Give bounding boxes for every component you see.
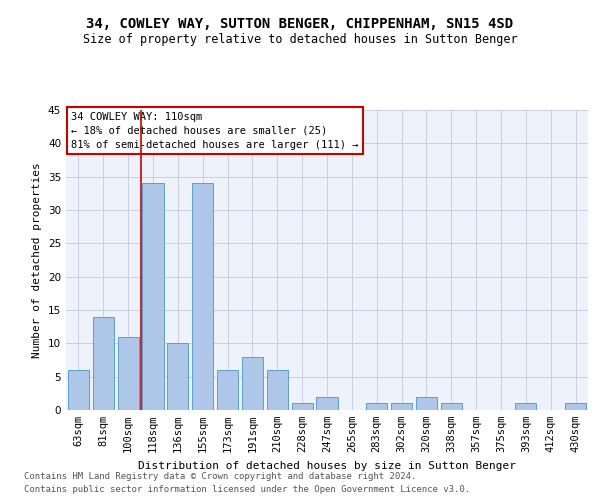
Bar — [366, 404, 387, 410]
Bar — [192, 184, 213, 410]
Bar — [118, 336, 139, 410]
Bar — [292, 404, 313, 410]
Text: 34 COWLEY WAY: 110sqm
← 18% of detached houses are smaller (25)
81% of semi-deta: 34 COWLEY WAY: 110sqm ← 18% of detached … — [71, 112, 359, 150]
X-axis label: Distribution of detached houses by size in Sutton Benger: Distribution of detached houses by size … — [138, 460, 516, 470]
Bar — [565, 404, 586, 410]
Text: 34, COWLEY WAY, SUTTON BENGER, CHIPPENHAM, SN15 4SD: 34, COWLEY WAY, SUTTON BENGER, CHIPPENHA… — [86, 18, 514, 32]
Bar — [217, 370, 238, 410]
Text: Size of property relative to detached houses in Sutton Benger: Size of property relative to detached ho… — [83, 32, 517, 46]
Text: Contains public sector information licensed under the Open Government Licence v3: Contains public sector information licen… — [24, 485, 470, 494]
Bar — [441, 404, 462, 410]
Bar — [142, 184, 164, 410]
Bar — [68, 370, 89, 410]
Bar — [515, 404, 536, 410]
Bar — [267, 370, 288, 410]
Bar — [316, 396, 338, 410]
Bar — [416, 396, 437, 410]
Text: Contains HM Land Registry data © Crown copyright and database right 2024.: Contains HM Land Registry data © Crown c… — [24, 472, 416, 481]
Bar — [391, 404, 412, 410]
Bar — [93, 316, 114, 410]
Y-axis label: Number of detached properties: Number of detached properties — [32, 162, 43, 358]
Bar — [167, 344, 188, 410]
Bar — [242, 356, 263, 410]
